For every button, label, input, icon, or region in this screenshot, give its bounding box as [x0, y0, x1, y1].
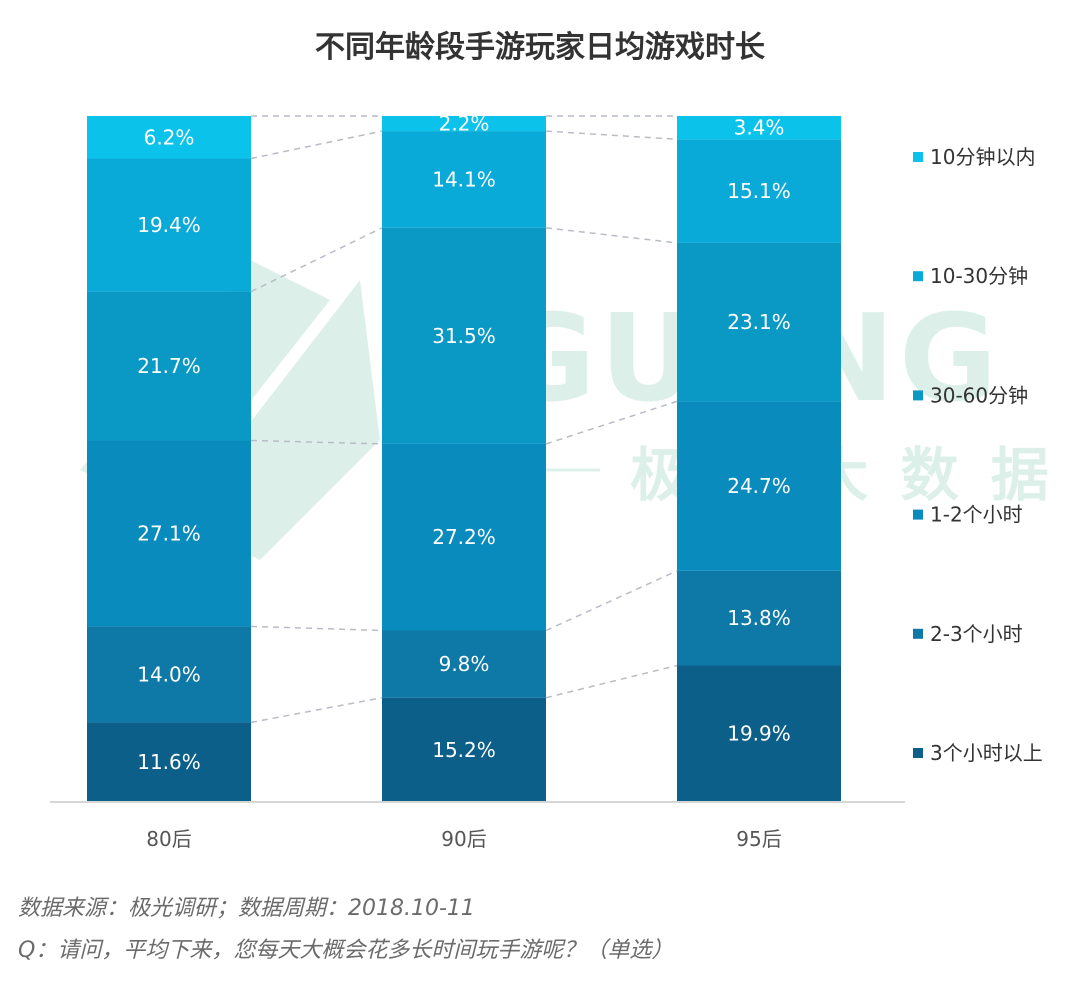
bar-95后-3个小时以上 — [677, 665, 841, 802]
data-label: 19.4% — [137, 213, 201, 237]
data-label: 14.0% — [137, 662, 201, 686]
data-label: 13.8% — [727, 606, 791, 630]
bar-80后-1-2个小时 — [87, 440, 251, 627]
bar-80后-10分钟以内 — [87, 116, 251, 159]
legend-swatch — [913, 628, 923, 639]
bar-90后-10分钟以内 — [382, 116, 546, 132]
connector-line — [250, 625, 383, 632]
bar-80后-3个小时以上 — [87, 722, 251, 802]
connector-lines — [250, 115, 678, 724]
data-label: 9.8% — [439, 652, 490, 676]
data-label: 31.5% — [432, 324, 496, 348]
data-label: 15.1% — [727, 179, 791, 203]
legend-label: 1-2个小时 — [930, 503, 1023, 527]
data-label: 27.1% — [137, 521, 201, 545]
bar-95后-10分钟以内 — [677, 116, 841, 140]
connector-line — [250, 227, 383, 293]
connector-line — [545, 130, 678, 141]
bar-90后-30-60分钟 — [382, 227, 546, 444]
data-label: 23.1% — [727, 310, 791, 334]
bar-80后-30-60分钟 — [87, 291, 251, 441]
connector-line — [545, 570, 678, 632]
legend-swatch — [913, 271, 923, 282]
legend-label: 10分钟以内 — [930, 145, 1035, 169]
survey-question-note: Q：请问，平均下来，您每天大概会花多长时间玩手游呢？（单选） — [18, 938, 674, 963]
bar-95后-1-2个小时 — [677, 401, 841, 571]
legend: 10分钟以内 10-30分钟 30-60分钟 1-2个小时 2-3个小时 3个小时以上 — [913, 145, 1043, 765]
data-label: 2.2% — [439, 112, 490, 136]
data-source-note: 数据来源：极光调研；数据周期：2018.10-11 — [18, 896, 475, 921]
data-label: 11.6% — [137, 750, 201, 774]
data-label: 6.2% — [144, 125, 195, 149]
legend-label: 2-3个小时 — [930, 622, 1023, 646]
bar-90后-1-2个小时 — [382, 443, 546, 631]
bar-95后-30-60分钟 — [677, 242, 841, 402]
data-label: 24.7% — [727, 474, 791, 498]
bar-80后-10-30分钟 — [87, 158, 251, 292]
bars-group — [87, 116, 841, 802]
data-label: 15.2% — [432, 738, 496, 762]
legend-swatch — [913, 509, 923, 520]
legend-label: 10-30分钟 — [930, 264, 1028, 288]
legend-swatch — [913, 748, 923, 758]
bar-90后-2-3个小时 — [382, 630, 546, 698]
data-label: 3.4% — [734, 116, 785, 140]
legend-swatch — [913, 390, 923, 401]
connector-line — [250, 130, 383, 160]
legend-swatch — [913, 152, 923, 162]
category-labels: 80后 90后 95后 — [146, 827, 781, 851]
data-label: 14.1% — [432, 167, 496, 191]
connector-line — [545, 664, 678, 699]
bar-80后-2-3个小时 — [87, 626, 251, 723]
connector-line — [250, 696, 383, 724]
data-label: 27.2% — [432, 525, 496, 549]
data-label: 21.7% — [137, 354, 201, 378]
data-label: 19.9% — [727, 722, 791, 746]
bar-90后-10-30分钟 — [382, 131, 546, 228]
bar-95后-2-3个小时 — [677, 570, 841, 666]
category-label: 95后 — [736, 827, 781, 851]
category-label: 80后 — [146, 827, 191, 851]
legend-label: 3个小时以上 — [930, 741, 1043, 765]
bar-95后-10-30分钟 — [677, 139, 841, 243]
connector-line — [545, 227, 678, 244]
connector-line — [545, 400, 678, 445]
legend-label: 30-60分钟 — [930, 383, 1028, 407]
chart-title: 不同年龄段手游玩家日均游戏时长 — [315, 30, 765, 65]
category-label: 90后 — [441, 827, 486, 851]
segment-labels: 11.6% 14.0% 27.1% 21.7% 19.4% 6.2% 15.2% 9.8% 27… — [137, 112, 791, 775]
bar-90后-3个小时以上 — [382, 697, 546, 802]
